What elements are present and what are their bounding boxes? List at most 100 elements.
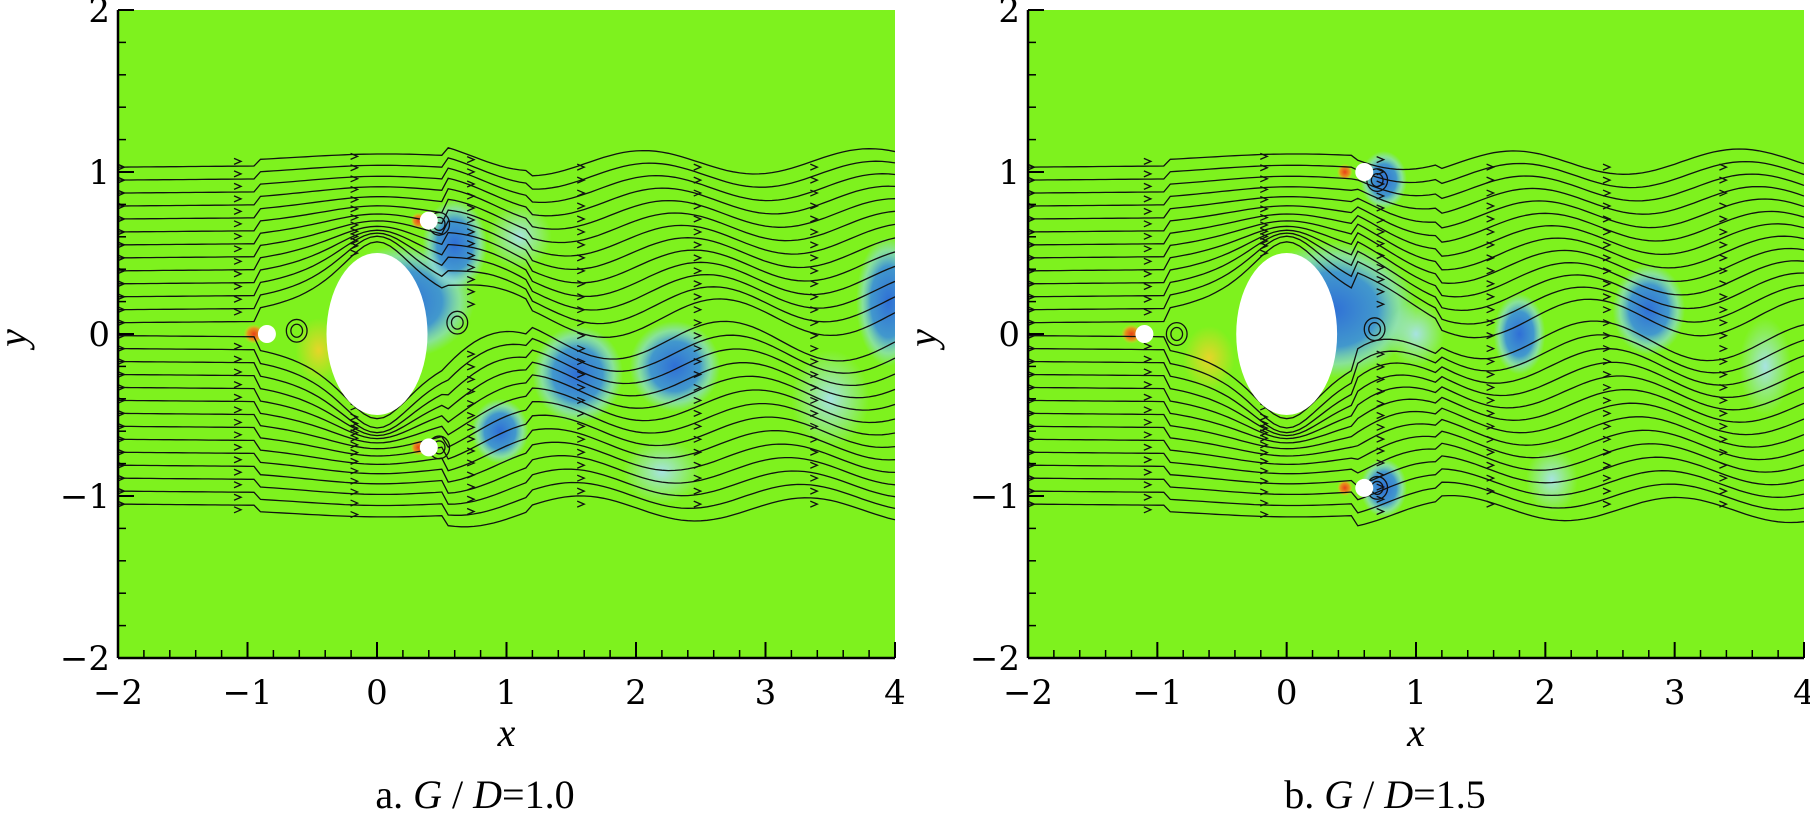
streamline-arrow (118, 319, 127, 327)
streamline-arrow (1602, 280, 1612, 288)
streamline-arrow (693, 215, 703, 223)
streamline-arrow (1602, 254, 1612, 262)
streamline (1028, 213, 1804, 257)
streamline-arrow (1602, 383, 1612, 392)
y-tick-label: 1 (998, 153, 1020, 193)
y-axis-title: y (900, 329, 945, 351)
streamline-arrow (1719, 176, 1729, 184)
streamline-arrow (1260, 449, 1269, 457)
control-rod (1135, 325, 1154, 343)
vortex-region (1493, 293, 1546, 375)
streamline-arrow (1028, 189, 1037, 197)
streamline-arrow (1028, 409, 1037, 417)
streamline-arrow (233, 342, 243, 350)
y-tick-label: 2 (88, 0, 110, 31)
streamline-arrow (810, 228, 819, 236)
streamline-arrow (118, 435, 127, 443)
streamline-arrow (350, 213, 360, 222)
streamline (1028, 334, 1804, 429)
streamline-arrow (576, 241, 586, 249)
streamline-arrow (1602, 241, 1612, 249)
streamline-arrow (233, 468, 243, 476)
streamline-arrow (1602, 332, 1612, 340)
streamline (118, 235, 895, 325)
streamline-arrow (1719, 280, 1729, 288)
streamline-arrow (1028, 163, 1037, 171)
streamline-arrow (118, 422, 127, 430)
streamline-arrow (233, 282, 243, 291)
streamline-arrow (350, 227, 360, 235)
streamline-arrow (1260, 434, 1269, 442)
caption-part: =1.5 (1413, 772, 1486, 817)
streamline-arrow (1143, 481, 1153, 489)
streamline-arrow (118, 474, 127, 482)
y-tick-label: 0 (88, 315, 110, 355)
streamline (1028, 320, 1804, 420)
streamline-arrow (1376, 204, 1386, 212)
streamline-arrow (1260, 227, 1269, 235)
streamline-arrow (1028, 371, 1037, 378)
streamline-arrow (233, 195, 243, 203)
streamline-arrow (810, 448, 819, 456)
streamline-arrow (810, 344, 819, 353)
streamline (118, 468, 895, 505)
recirculation-swirl (1370, 172, 1384, 188)
streamline-arrow (1719, 228, 1729, 236)
streamline-arrow (1486, 241, 1496, 249)
vortex-region (856, 236, 895, 367)
streamline-arrow (1719, 293, 1729, 301)
streamline-arrow (1486, 202, 1496, 210)
streamline-arrow (1376, 288, 1386, 296)
streamline (118, 209, 895, 257)
x-tick-label: 2 (625, 673, 647, 713)
caption-part: G (413, 772, 442, 817)
streamline-arrow (576, 163, 586, 171)
streamline-arrow (810, 435, 819, 443)
streamline-arrow (350, 205, 360, 213)
x-tick-label: 0 (1276, 673, 1298, 713)
vortex-region (1739, 317, 1792, 415)
streamline (1028, 235, 1804, 325)
streamline (118, 220, 895, 271)
streamline-arrow (693, 422, 703, 430)
streamline-arrow (466, 399, 476, 408)
streamline-arrow (233, 506, 243, 514)
streamline-arrow (118, 358, 127, 366)
streamline-arrow (693, 319, 703, 327)
y-tick-label: −1 (970, 477, 1020, 517)
streamline-arrow (350, 175, 360, 183)
streamline-arrow (350, 232, 360, 241)
streamline-arrow (810, 215, 819, 223)
streamline-arrow (1028, 435, 1037, 443)
streamline-arrow (350, 510, 360, 519)
streamline-arrow (810, 500, 819, 508)
streamline (1028, 442, 1804, 475)
streamline-arrow (118, 371, 127, 378)
streamline-arrow (1260, 249, 1269, 257)
streamline-arrow (693, 370, 703, 379)
streamline (118, 320, 895, 420)
streamline-arrow (810, 280, 819, 288)
streamline-arrow (1143, 456, 1153, 464)
streamline-arrow (1376, 411, 1386, 420)
streamline (1028, 375, 1804, 440)
streamline-arrow (1719, 254, 1729, 262)
streamline-arrow (233, 381, 243, 389)
main-cylinder (326, 253, 428, 415)
streamline-arrow (576, 422, 586, 430)
streamline-arrow (233, 295, 243, 303)
streamline-arrow (1719, 422, 1729, 430)
vorticity-field (118, 10, 895, 658)
streamline-arrow (576, 370, 586, 379)
recirculation-swirl (446, 310, 469, 335)
streamline-arrow (1602, 487, 1612, 495)
streamline-arrow (1486, 370, 1496, 379)
streamline-arrow (1260, 510, 1269, 519)
streamline-arrow (1719, 215, 1729, 223)
streamline-arrow (1486, 383, 1496, 392)
streamline-arrow (1376, 275, 1386, 284)
streamline (118, 495, 895, 528)
streamline-arrow (693, 487, 703, 495)
streamline-arrow (1602, 319, 1612, 327)
streamline-arrow (350, 242, 360, 250)
